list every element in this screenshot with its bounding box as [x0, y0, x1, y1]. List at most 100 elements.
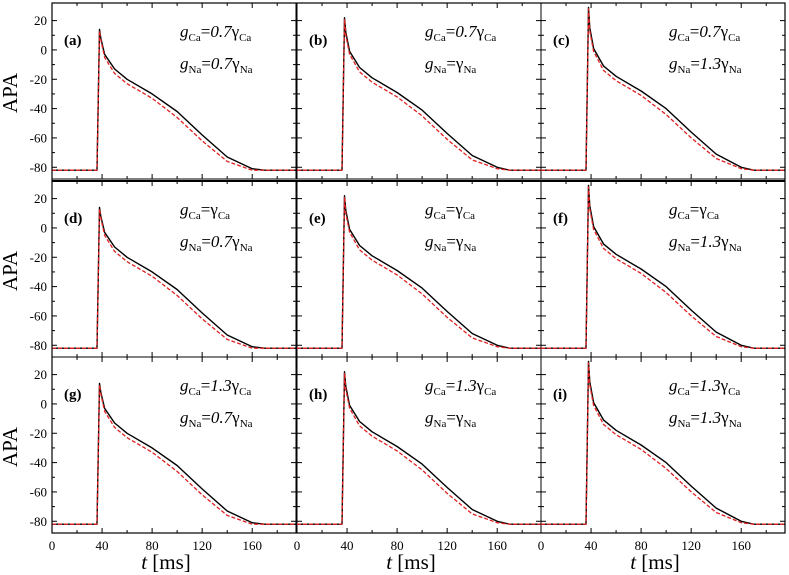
annotation-g-sub: Ca — [434, 32, 446, 44]
panel-frame — [296, 180, 542, 358]
annotation-gNa: gNa=γNa — [425, 232, 476, 254]
x-axis-unit: [ms] — [152, 550, 191, 574]
annotation-g-var: g — [180, 376, 189, 395]
annotation-gamma-sub: Na — [463, 418, 476, 430]
annotation-factor: 0.7 — [211, 54, 234, 73]
annotation-factor: 1.3 — [699, 376, 720, 395]
y-tick-label: -60 — [30, 308, 47, 323]
annotation-g-var: g — [180, 22, 189, 41]
x-axis-unit: [ms] — [641, 550, 680, 574]
series-line-dashed — [52, 208, 296, 349]
series-line-solid — [297, 17, 541, 171]
x-tick-label: 120 — [681, 538, 701, 553]
annotation-eq: = — [690, 54, 700, 73]
annotation-eq: = — [690, 232, 700, 251]
series-line-solid — [52, 206, 296, 349]
panel-frame — [51, 356, 297, 534]
panel-label: (e) — [309, 211, 326, 227]
annotation-eq: = — [690, 22, 700, 41]
annotation-factor: 1.3 — [455, 376, 476, 395]
annotation-gCa: gCa=γCa — [425, 200, 475, 222]
panel-frame — [296, 2, 542, 180]
annotation-factor: 0.7 — [699, 22, 722, 41]
annotation-gamma: γ — [455, 408, 464, 427]
annotation-gamma-sub: Ca — [728, 386, 740, 398]
annotation-g-var: g — [180, 232, 189, 251]
annotation-g-sub: Na — [434, 418, 447, 430]
annotation-g-sub: Na — [189, 418, 202, 430]
series-line-dashed — [52, 30, 296, 171]
panel-frame — [540, 180, 786, 358]
annotation-gamma-sub: Ca — [484, 32, 496, 44]
annotation-gamma: γ — [231, 376, 240, 395]
series-line-dashed — [297, 18, 541, 171]
series-line-solid — [297, 371, 541, 525]
annotation-g-var: g — [669, 200, 678, 219]
annotation-eq: = — [446, 22, 456, 41]
annotation-g-sub: Ca — [678, 386, 690, 398]
annotation-g-sub: Na — [189, 242, 202, 254]
y-tick-label: -80 — [30, 514, 47, 529]
annotation-factor: 0.7 — [211, 408, 234, 427]
annotation-factor: 0.7 — [211, 232, 234, 251]
series-line-solid — [52, 382, 296, 525]
annotation-factor: 1.3 — [210, 376, 231, 395]
annotation-g-sub: Ca — [678, 210, 690, 222]
x-axis-label: t [ms] — [630, 550, 680, 574]
annotation-gamma: γ — [455, 232, 464, 251]
x-tick-label: 120 — [437, 538, 457, 553]
panel-frame — [51, 2, 297, 180]
annotation-eq: = — [690, 200, 700, 219]
annotation-gCa: gCa=γCa — [669, 200, 719, 222]
annotation-g-sub: Ca — [678, 32, 690, 44]
annotation-g-sub: Ca — [434, 386, 446, 398]
x-tick-label: 160 — [487, 538, 507, 553]
outer-frame — [51, 2, 786, 534]
y-tick-label: -80 — [30, 160, 47, 175]
annotation-g-sub: Ca — [189, 210, 201, 222]
x-tick-label: 80 — [635, 538, 648, 553]
annotation-gCa: gCa=0.7γCa — [669, 22, 740, 44]
annotation-gamma: γ — [720, 408, 729, 427]
panel-frame — [296, 356, 542, 534]
panel-e: (e) gCa=γCa gNa=γNa — [296, 180, 542, 358]
series-line-dashed — [297, 196, 541, 349]
annotation-eq: = — [446, 408, 456, 427]
y-tick-label: 20 — [34, 13, 47, 28]
annotation-factor: 1.3 — [700, 232, 721, 251]
y-tick-label: -40 — [30, 455, 47, 470]
x-axis-var: t — [630, 550, 637, 574]
annotation-gamma-sub: Na — [240, 64, 253, 76]
annotation-g-var: g — [425, 22, 434, 41]
x-tick-label: 0 — [49, 538, 56, 553]
y-tick-label: -80 — [30, 338, 47, 353]
annotation-gamma-sub: Na — [729, 418, 742, 430]
annotation-gNa: gNa=γNa — [425, 408, 476, 430]
series-line-solid — [541, 6, 785, 171]
y-tick-label: -20 — [30, 426, 47, 441]
annotation-gamma: γ — [209, 200, 218, 219]
y-tick-label: -40 — [30, 101, 47, 116]
annotation-g-sub: Na — [678, 418, 691, 430]
annotation-g-var: g — [425, 232, 434, 251]
x-tick-label: 40 — [341, 538, 354, 553]
annotation-gamma: γ — [455, 54, 464, 73]
series-line-solid — [297, 194, 541, 349]
panel-label: (f) — [553, 211, 568, 227]
annotation-g-sub: Ca — [189, 386, 201, 398]
x-axis-var: t — [386, 550, 393, 574]
x-axis-label: t [ms] — [141, 550, 191, 574]
y-axis-label: APA — [0, 250, 22, 291]
series-line-dashed — [297, 372, 541, 525]
annotation-gamma-sub: Ca — [239, 32, 251, 44]
annotation-g-var: g — [425, 54, 434, 73]
annotation-gCa: gCa=1.3γCa — [425, 376, 496, 398]
annotation-gNa: gNa=1.3γNa — [669, 54, 742, 76]
annotation-gamma-sub: Ca — [484, 386, 496, 398]
annotation-eq: = — [201, 232, 211, 251]
